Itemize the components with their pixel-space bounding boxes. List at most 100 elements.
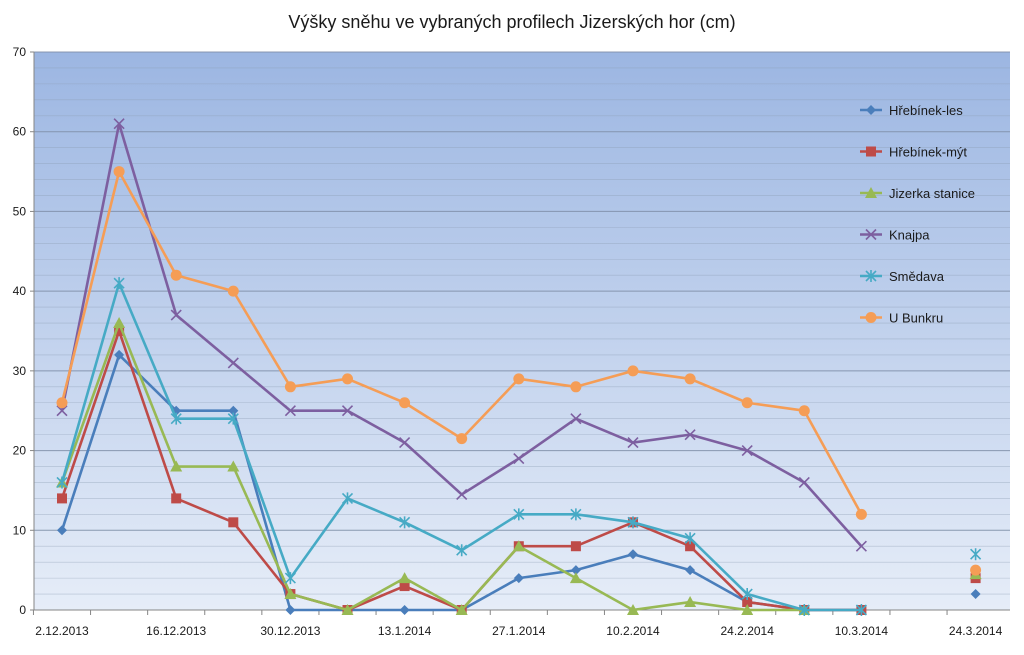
data-point bbox=[513, 452, 525, 465]
data-point bbox=[342, 373, 353, 385]
x-tick-label: 24.2.2014 bbox=[721, 624, 775, 638]
data-point bbox=[228, 405, 239, 416]
x-tick-label: 13.1.2014 bbox=[378, 624, 432, 638]
data-point bbox=[627, 604, 639, 615]
data-point bbox=[399, 516, 411, 529]
data-point bbox=[865, 228, 877, 241]
data-point bbox=[627, 437, 639, 449]
data-point bbox=[684, 532, 696, 545]
y-tick-label: 40 bbox=[13, 284, 27, 298]
data-point bbox=[227, 412, 239, 425]
data-point bbox=[399, 437, 411, 449]
data-point bbox=[865, 270, 877, 282]
data-point bbox=[341, 492, 354, 505]
x-tick-label: 10.3.2014 bbox=[835, 624, 889, 638]
data-point bbox=[513, 508, 525, 521]
data-point bbox=[114, 349, 125, 360]
legend-label: Hřebínek-mýt bbox=[889, 145, 967, 160]
data-point bbox=[456, 544, 468, 557]
data-point bbox=[56, 405, 68, 417]
y-tick-label: 60 bbox=[13, 125, 27, 139]
data-point bbox=[570, 541, 581, 552]
x-tick-label: 30.12.2013 bbox=[260, 624, 320, 638]
legend-label: Smědava bbox=[889, 269, 945, 284]
x-tick-label: 27.1.2014 bbox=[492, 624, 546, 638]
legend-item: Hřebínek-les bbox=[860, 103, 963, 118]
data-point bbox=[227, 357, 239, 369]
data-point bbox=[398, 572, 411, 584]
data-point bbox=[970, 564, 982, 576]
legend-item: Smědava bbox=[860, 269, 945, 284]
data-point bbox=[171, 493, 182, 504]
axes: 0 10 20 30 40 50 60 70 2.12.2013 16.12.2013 30.12.… bbox=[13, 45, 1010, 638]
data-point bbox=[399, 397, 411, 409]
data-point bbox=[865, 187, 877, 198]
data-point bbox=[56, 397, 68, 409]
data-point bbox=[284, 588, 297, 600]
legend-label: Jizerka stanice bbox=[889, 186, 975, 201]
data-point bbox=[114, 326, 125, 336]
data-point bbox=[798, 476, 810, 489]
series-u-bunkru bbox=[56, 166, 982, 576]
data-point bbox=[741, 397, 753, 409]
y-tick-label: 50 bbox=[13, 204, 27, 218]
y-tick-label: 20 bbox=[13, 444, 27, 458]
data-point bbox=[113, 166, 125, 178]
y-tick-label: 30 bbox=[13, 364, 27, 378]
data-point bbox=[970, 548, 982, 561]
data-point bbox=[570, 565, 581, 576]
data-point bbox=[855, 604, 867, 616]
legend-label: U Bunkru bbox=[889, 311, 943, 326]
data-point bbox=[627, 516, 639, 529]
data-point bbox=[798, 604, 810, 616]
data-point bbox=[113, 118, 125, 130]
data-point bbox=[865, 312, 877, 323]
data-point bbox=[742, 597, 753, 608]
series-line bbox=[60, 321, 805, 612]
data-point bbox=[227, 285, 239, 297]
data-point bbox=[456, 433, 468, 445]
series-group bbox=[56, 118, 982, 616]
chart-title: Výšky sněhu ve vybraných profilech Jizer… bbox=[288, 12, 736, 32]
data-point bbox=[170, 412, 182, 425]
data-point bbox=[866, 105, 876, 115]
data-point bbox=[170, 460, 183, 472]
data-point bbox=[970, 589, 981, 600]
data-point bbox=[284, 381, 296, 393]
data-point bbox=[113, 277, 125, 290]
legend-item: Knajpa bbox=[860, 228, 930, 243]
x-tick-label: 24.3.2014 bbox=[949, 624, 1003, 638]
y-tick-label: 70 bbox=[13, 45, 27, 59]
data-point bbox=[685, 541, 696, 552]
data-point bbox=[170, 309, 182, 321]
x-tick-label: 2.12.2013 bbox=[35, 624, 89, 638]
x-tick-label: 10.2.2014 bbox=[606, 624, 660, 638]
data-point bbox=[57, 525, 67, 536]
data-point bbox=[684, 373, 696, 385]
data-point bbox=[228, 517, 239, 528]
plot-area bbox=[34, 52, 1010, 610]
x-tick-label: 16.12.2013 bbox=[146, 624, 206, 638]
data-point bbox=[284, 572, 296, 585]
series-sm-dava bbox=[56, 277, 982, 616]
data-point bbox=[170, 269, 182, 281]
data-point bbox=[399, 581, 410, 592]
data-point bbox=[512, 540, 525, 552]
series-knajpa bbox=[56, 118, 867, 552]
data-point bbox=[285, 605, 296, 615]
legend-item: Hřebínek-mýt bbox=[860, 145, 967, 160]
data-point bbox=[57, 493, 67, 504]
data-point bbox=[284, 405, 296, 417]
data-point bbox=[684, 596, 697, 608]
data-point bbox=[455, 604, 468, 615]
data-point bbox=[113, 317, 126, 329]
data-point bbox=[341, 604, 354, 615]
data-point bbox=[227, 460, 240, 472]
data-point bbox=[741, 604, 754, 615]
data-point bbox=[855, 508, 867, 520]
data-point bbox=[570, 413, 582, 425]
y-tick-label: 10 bbox=[13, 523, 27, 537]
data-point bbox=[513, 373, 525, 385]
data-point bbox=[513, 573, 524, 584]
